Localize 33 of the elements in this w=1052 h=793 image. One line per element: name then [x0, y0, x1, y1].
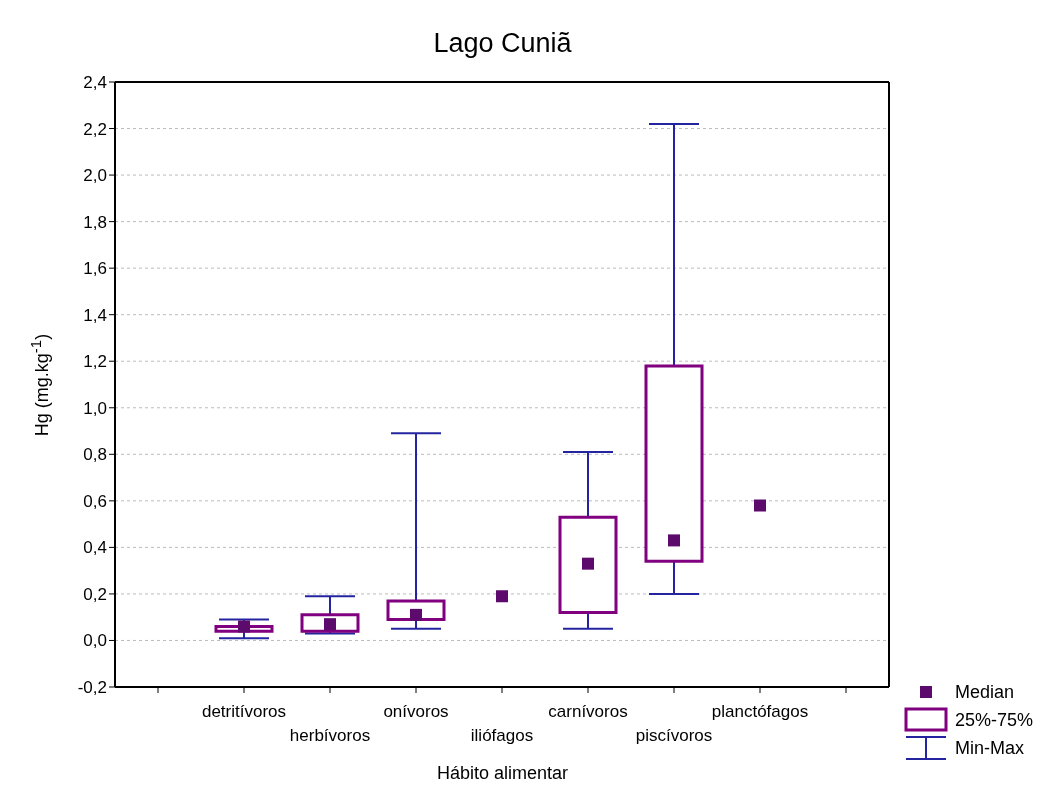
- y-tick-label: 2,0: [83, 166, 107, 186]
- y-tick-label: 0,6: [83, 491, 107, 511]
- y-tick-label: 0,4: [83, 538, 107, 558]
- chart-title: Lago Cuniã: [432, 28, 573, 59]
- point: [754, 499, 766, 512]
- x-tick-label: carnívoros: [548, 702, 628, 721]
- point: [324, 618, 336, 631]
- x-tick-label: herbívoros: [289, 726, 371, 745]
- y-tick-label: 1,8: [83, 212, 107, 232]
- legend-label: Median: [955, 681, 1015, 703]
- x-tick-label: onívoros: [383, 702, 449, 721]
- y-tick-label: 1,0: [83, 398, 107, 418]
- point: [582, 557, 594, 570]
- x-tick-label: planctófagos: [711, 702, 809, 721]
- point: [238, 620, 250, 633]
- point: [496, 590, 508, 603]
- x-tick-label: piscívoros: [635, 726, 713, 745]
- x-tick-label: iliófagos: [470, 726, 534, 745]
- y-tick-label: 0,8: [83, 445, 107, 465]
- y-tick-label: 0,2: [83, 584, 107, 604]
- y-tick-label: 1,4: [83, 305, 107, 325]
- y-tick-label: 1,2: [83, 352, 107, 372]
- y-tick-label: 2,2: [83, 119, 107, 139]
- legend-label: 25%-75%: [955, 709, 1034, 731]
- point: [668, 534, 680, 547]
- y-tick-label: 0,0: [83, 631, 107, 651]
- y-tick-label: 1,6: [83, 259, 107, 279]
- y-tick-label: -0,2: [77, 678, 107, 698]
- point: [410, 608, 422, 621]
- text: Min-Max: [955, 737, 1025, 759]
- x-axis-title: Hábito alimentar: [435, 763, 570, 784]
- y-tick-label: 2,4: [83, 73, 107, 93]
- x-tick-label: detritívoros: [201, 702, 287, 721]
